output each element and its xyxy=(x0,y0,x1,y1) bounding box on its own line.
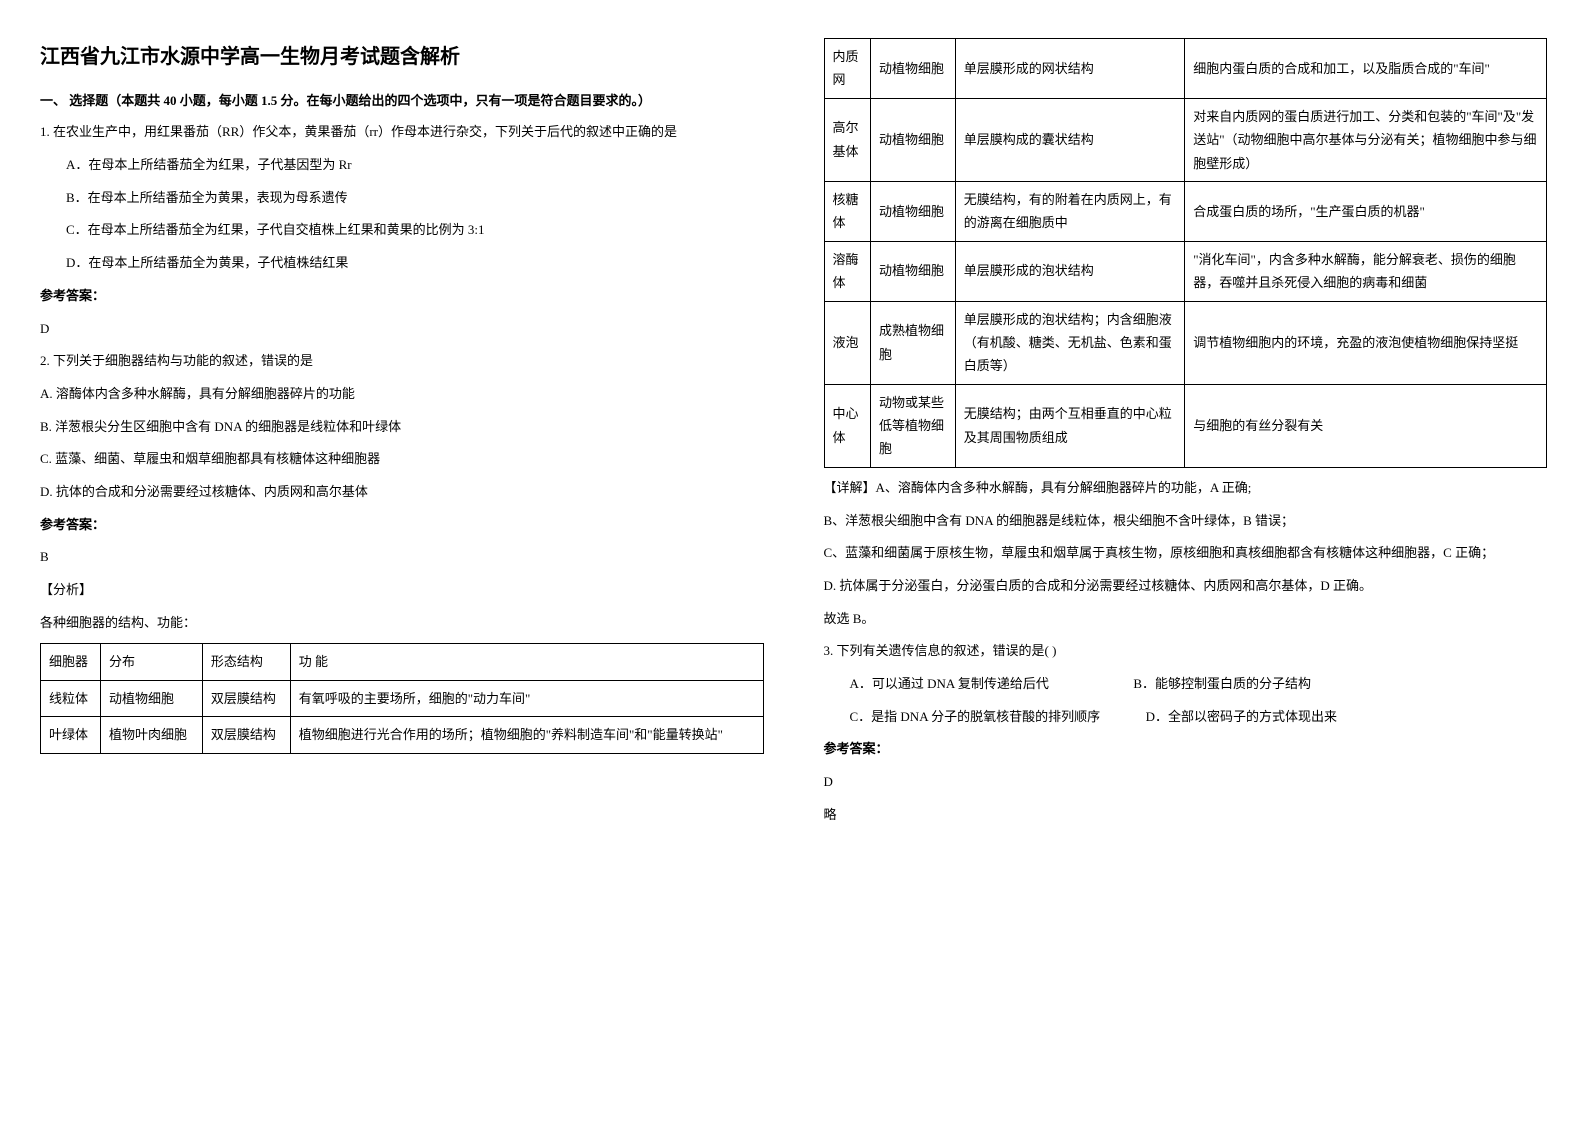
cell: 成熟植物细胞 xyxy=(870,301,955,384)
cell: 动植物细胞 xyxy=(870,181,955,241)
table-row: 溶酶体 动植物细胞 单层膜形成的泡状结构 "消化车间"，内含多种水解酶，能分解衰… xyxy=(824,241,1547,301)
cell: 与细胞的有丝分裂有关 xyxy=(1185,384,1547,467)
q3-option-a: A．可以通过 DNA 复制传递给后代 xyxy=(850,676,1049,691)
table-row: 高尔基体 动植物细胞 单层膜构成的囊状结构 对来自内质网的蛋白质进行加工、分类和… xyxy=(824,98,1547,181)
q1-option-a: A．在母本上所结番茄全为红果，子代基因型为 Rr xyxy=(66,153,764,178)
cell: 细胞内蛋白质的合成和加工，以及脂质合成的"车间" xyxy=(1185,39,1547,99)
exam-page: 江西省九江市水源中学高一生物月考试题含解析 一、 选择题（本题共 40 小题，每… xyxy=(40,30,1547,835)
cell: 植物叶肉细胞 xyxy=(101,717,203,753)
cell: 高尔基体 xyxy=(824,98,870,181)
answer-label: 参考答案： xyxy=(40,513,764,538)
analysis-label: 【分析】 xyxy=(40,578,764,603)
q1-answer: D xyxy=(40,317,764,342)
cell: 动植物细胞 xyxy=(870,39,955,99)
table-row: 内质网 动植物细胞 单层膜形成的网状结构 细胞内蛋白质的合成和加工，以及脂质合成… xyxy=(824,39,1547,99)
answer-label: 参考答案： xyxy=(824,737,1548,762)
cell: 无膜结构；由两个互相垂直的中心粒及其周围物质组成 xyxy=(955,384,1184,467)
cell: 调节植物细胞内的环境，充盈的液泡使植物细胞保持坚挺 xyxy=(1185,301,1547,384)
cell: 单层膜形成的网状结构 xyxy=(955,39,1184,99)
q3-line1: A．可以通过 DNA 复制传递给后代 B．能够控制蛋白质的分子结构 xyxy=(824,672,1548,697)
organelle-table-part2: 内质网 动植物细胞 单层膜形成的网状结构 细胞内蛋白质的合成和加工，以及脂质合成… xyxy=(824,38,1548,468)
cell: 动植物细胞 xyxy=(101,680,203,716)
q3-option-c: C．是指 DNA 分子的脱氧核苷酸的排列顺序 xyxy=(850,709,1101,724)
cell: 叶绿体 xyxy=(41,717,101,753)
q2-option-c: C. 蓝藻、细菌、草履虫和烟草细胞都具有核糖体这种细胞器 xyxy=(40,447,764,472)
cell: 双层膜结构 xyxy=(202,680,290,716)
cell: 动物或某些低等植物细胞 xyxy=(870,384,955,467)
q2-detail-a: 【详解】A、溶酶体内含多种水解酶，具有分解细胞器碎片的功能，A 正确; xyxy=(824,476,1548,501)
table-row: 叶绿体 植物叶肉细胞 双层膜结构 植物细胞进行光合作用的场所；植物细胞的"养料制… xyxy=(41,717,764,753)
q1-option-b: B．在母本上所结番茄全为黄果，表现为母系遗传 xyxy=(66,186,764,211)
cell: 单层膜构成的囊状结构 xyxy=(955,98,1184,181)
q2-option-d: D. 抗体的合成和分泌需要经过核糖体、内质网和高尔基体 xyxy=(40,480,764,505)
q3-note: 略 xyxy=(824,803,1548,828)
q2-stem: 2. 下列关于细胞器结构与功能的叙述，错误的是 xyxy=(40,349,764,374)
answer-label: 参考答案： xyxy=(40,284,764,309)
cell: 植物细胞进行光合作用的场所；植物细胞的"养料制造车间"和"能量转换站" xyxy=(290,717,763,753)
q2-option-a: A. 溶酶体内含多种水解酶，具有分解细胞器碎片的功能 xyxy=(40,382,764,407)
th-organelle: 细胞器 xyxy=(41,644,101,680)
cell: 双层膜结构 xyxy=(202,717,290,753)
table-row: 核糖体 动植物细胞 无膜结构，有的附着在内质网上，有的游离在细胞质中 合成蛋白质… xyxy=(824,181,1547,241)
cell: 线粒体 xyxy=(41,680,101,716)
th-function: 功 能 xyxy=(290,644,763,680)
q2-conclude: 故选 B。 xyxy=(824,607,1548,632)
q2-option-b: B. 洋葱根尖分生区细胞中含有 DNA 的细胞器是线粒体和叶绿体 xyxy=(40,415,764,440)
cell: 溶酶体 xyxy=(824,241,870,301)
th-structure: 形态结构 xyxy=(202,644,290,680)
q3-line2: C．是指 DNA 分子的脱氧核苷酸的排列顺序 D．全部以密码子的方式体现出来 xyxy=(824,705,1548,730)
page-title: 江西省九江市水源中学高一生物月考试题含解析 xyxy=(40,40,764,69)
cell: 液泡 xyxy=(824,301,870,384)
q3-answer: D xyxy=(824,770,1548,795)
q3-stem: 3. 下列有关遗传信息的叙述，错误的是( ) xyxy=(824,639,1548,664)
q2-detail-b: B、洋葱根尖细胞中含有 DNA 的细胞器是线粒体，根尖细胞不含叶绿体，B 错误； xyxy=(824,509,1548,534)
cell: 合成蛋白质的场所，"生产蛋白质的机器" xyxy=(1185,181,1547,241)
cell: 有氧呼吸的主要场所，细胞的"动力车间" xyxy=(290,680,763,716)
th-distribution: 分布 xyxy=(101,644,203,680)
cell: 动植物细胞 xyxy=(870,98,955,181)
right-column: 内质网 动植物细胞 单层膜形成的网状结构 细胞内蛋白质的合成和加工，以及脂质合成… xyxy=(824,30,1548,835)
q2-detail-d: D. 抗体属于分泌蛋白，分泌蛋白质的合成和分泌需要经过核糖体、内质网和高尔基体，… xyxy=(824,574,1548,599)
cell: 无膜结构，有的附着在内质网上，有的游离在细胞质中 xyxy=(955,181,1184,241)
cell: 单层膜形成的泡状结构；内含细胞液（有机酸、糖类、无机盐、色素和蛋白质等） xyxy=(955,301,1184,384)
q3-option-d: D．全部以密码子的方式体现出来 xyxy=(1146,709,1337,724)
cell: 中心体 xyxy=(824,384,870,467)
cell: 内质网 xyxy=(824,39,870,99)
cell: 单层膜形成的泡状结构 xyxy=(955,241,1184,301)
analysis-intro: 各种细胞器的结构、功能： xyxy=(40,611,764,636)
section-heading: 一、 选择题（本题共 40 小题，每小题 1.5 分。在每小题给出的四个选项中，… xyxy=(40,89,764,112)
left-column: 江西省九江市水源中学高一生物月考试题含解析 一、 选择题（本题共 40 小题，每… xyxy=(40,30,764,835)
table-row: 中心体 动物或某些低等植物细胞 无膜结构；由两个互相垂直的中心粒及其周围物质组成… xyxy=(824,384,1547,467)
cell: 动植物细胞 xyxy=(870,241,955,301)
table-row: 液泡 成熟植物细胞 单层膜形成的泡状结构；内含细胞液（有机酸、糖类、无机盐、色素… xyxy=(824,301,1547,384)
organelle-table-part1: 细胞器 分布 形态结构 功 能 线粒体 动植物细胞 双层膜结构 有氧呼吸的主要场… xyxy=(40,643,764,753)
cell: 对来自内质网的蛋白质进行加工、分类和包装的"车间"及"发送站"（动物细胞中高尔基… xyxy=(1185,98,1547,181)
q2-detail-c: C、蓝藻和细菌属于原核生物，草履虫和烟草属于真核生物，原核细胞和真核细胞都含有核… xyxy=(824,541,1548,566)
cell: 核糖体 xyxy=(824,181,870,241)
q1-option-c: C．在母本上所结番茄全为红果，子代自交植株上红果和黄果的比例为 3:1 xyxy=(66,218,764,243)
table-row: 线粒体 动植物细胞 双层膜结构 有氧呼吸的主要场所，细胞的"动力车间" xyxy=(41,680,764,716)
q1-stem: 1. 在农业生产中，用红果番茄（RR）作父本，黄果番茄（rr）作母本进行杂交，下… xyxy=(40,120,764,145)
cell: "消化车间"，内含多种水解酶，能分解衰老、损伤的细胞器，吞噬并且杀死侵入细胞的病… xyxy=(1185,241,1547,301)
q3-option-b: B．能够控制蛋白质的分子结构 xyxy=(1133,676,1311,691)
q2-answer: B xyxy=(40,545,764,570)
table-header-row: 细胞器 分布 形态结构 功 能 xyxy=(41,644,764,680)
q1-option-d: D．在母本上所结番茄全为黄果，子代植株结红果 xyxy=(66,251,764,276)
